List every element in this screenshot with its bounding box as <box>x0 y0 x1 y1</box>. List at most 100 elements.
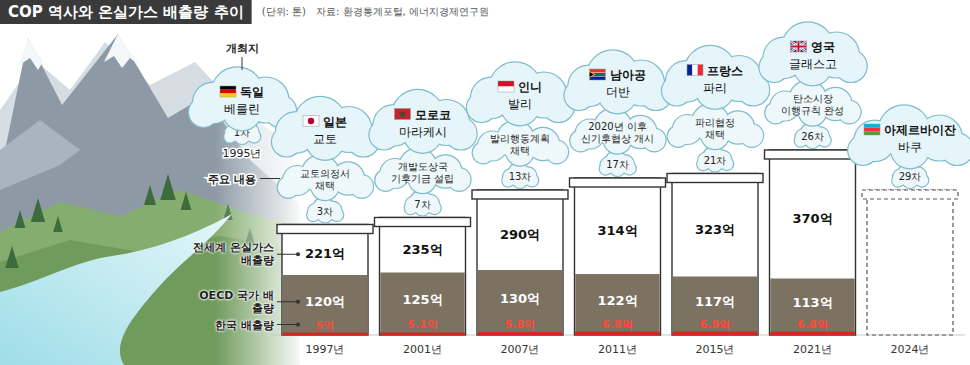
ridge <box>0 120 80 190</box>
content-cloud: 탄소시장이행규칙 완성 <box>765 81 860 126</box>
cloud-puff <box>467 93 496 122</box>
session-cloud: 26차 <box>795 123 831 148</box>
cloud-outline <box>473 142 494 163</box>
content-cloud: 발리행동계획채택 <box>473 121 568 166</box>
flag-border <box>395 109 411 120</box>
country: 모로코 <box>415 108 451 122</box>
cloud-outline <box>741 124 763 146</box>
cloud-outline <box>272 127 301 156</box>
cloud-outline <box>848 136 877 165</box>
content: 채택 <box>315 180 335 191</box>
bar <box>672 174 758 336</box>
flag-part <box>590 77 606 81</box>
bar <box>283 333 367 336</box>
tree <box>31 198 45 222</box>
x-tick-label: 2011년 <box>598 343 637 356</box>
data-label: 6.8억 <box>602 318 633 331</box>
content: 파리협정 <box>695 117 735 128</box>
flag-border <box>687 65 703 76</box>
session-cloud: 21차 <box>697 147 733 172</box>
cloud-puff <box>662 76 691 105</box>
cloud-puff <box>565 81 594 110</box>
cloud-puff <box>668 126 689 147</box>
session-cloud: 17차 <box>600 151 636 176</box>
cloud-puff <box>351 175 373 197</box>
bar <box>478 332 562 335</box>
x-tick-label: 2001년 <box>403 343 442 356</box>
cloud-outline <box>662 76 691 105</box>
cloud <box>405 191 441 216</box>
content-cloud: 개발도상국기후기금 설립 <box>375 148 470 193</box>
data-label: 370억 <box>792 211 832 226</box>
flag-part <box>590 71 596 78</box>
flag <box>498 81 514 92</box>
chimney-cap <box>277 225 373 234</box>
tree <box>15 210 26 228</box>
data-labels: 221억120억5억235억125억5.1억290억130억5.8억314억12… <box>305 211 833 332</box>
cloud <box>278 155 373 200</box>
tree <box>144 185 156 205</box>
data-label: 113억 <box>792 295 832 310</box>
cloud <box>668 104 763 149</box>
x-tick-label: 2007년 <box>501 343 540 356</box>
flag-part <box>590 73 606 76</box>
data-label: 125억 <box>402 292 442 307</box>
country: 프랑스 <box>707 64 743 78</box>
leader-dot <box>296 323 300 327</box>
content: 교토의정서 <box>300 168 350 179</box>
river <box>0 214 232 365</box>
cloud <box>307 198 343 223</box>
tree <box>181 192 192 210</box>
flag-border <box>590 69 606 80</box>
session: 13차 <box>509 171 532 182</box>
leader-dot <box>296 252 300 256</box>
cloud <box>570 109 665 154</box>
flag <box>590 69 606 80</box>
flag-border <box>220 86 236 97</box>
cloud <box>502 163 538 188</box>
cloud <box>848 106 970 169</box>
cloud <box>467 63 574 126</box>
content: 발리행동계획 <box>490 133 550 144</box>
data-label: 323억 <box>695 222 735 237</box>
data-label: 6.9억 <box>700 318 731 331</box>
flag <box>864 124 880 135</box>
data-label: 130억 <box>500 291 540 306</box>
cloud-puff <box>473 142 494 163</box>
city: 교토 <box>313 132 337 146</box>
cloud-puff <box>546 141 568 163</box>
content: 이행규칙 완성 <box>781 105 844 116</box>
cloud <box>765 81 860 126</box>
chimney-cap <box>375 218 471 227</box>
flag-border <box>498 81 514 92</box>
cloud-puff <box>445 118 476 149</box>
session: 3차 <box>317 206 333 217</box>
flag-border <box>864 124 880 135</box>
x-tick-label: 1997년 <box>306 343 345 356</box>
cloud-outline <box>351 175 373 197</box>
data-label: 122억 <box>597 293 637 308</box>
cloud <box>370 90 477 153</box>
bar <box>770 150 856 335</box>
content: 채택 <box>510 145 530 156</box>
flag-part <box>590 69 606 80</box>
flag-part <box>791 46 807 48</box>
bar <box>282 225 368 336</box>
content: 기후기금 설립 <box>391 173 454 184</box>
bar <box>283 275 367 335</box>
series-label: OECD 국가 배출량 <box>190 289 274 315</box>
cloud-outline <box>760 53 789 82</box>
cloud-puff <box>760 53 789 82</box>
placeholder-cap <box>862 190 958 199</box>
tree <box>160 174 176 200</box>
content-cloud: 교토의정서채택 <box>278 155 373 200</box>
country: 일본 <box>323 115 347 129</box>
tree <box>5 246 18 268</box>
flag-part <box>220 90 236 94</box>
host-cloud: 남아공더반 <box>565 51 672 114</box>
city: 바쿠 <box>898 140 922 154</box>
landscape <box>0 0 305 365</box>
bar <box>673 277 757 336</box>
country: 영국 <box>811 40 835 54</box>
cloud-outline <box>445 118 476 149</box>
